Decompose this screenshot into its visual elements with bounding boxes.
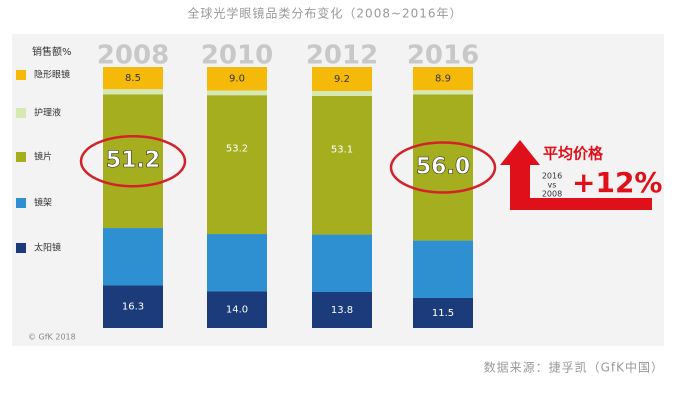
x-tick-label: 2010 bbox=[201, 41, 273, 71]
y-label: 销售额% bbox=[32, 45, 72, 58]
x-tick-label: 2016 bbox=[407, 41, 479, 71]
bar-segment bbox=[103, 228, 163, 286]
x-tick-label: 2008 bbox=[97, 41, 169, 71]
bar-segment bbox=[103, 94, 163, 229]
legend-swatch bbox=[16, 243, 26, 253]
value-label: 13.8 bbox=[331, 305, 353, 316]
value-label: 51.2 bbox=[106, 148, 160, 173]
value-label: 9.0 bbox=[229, 74, 245, 85]
annotation: 平均价格 bbox=[543, 145, 604, 163]
value-label: 16.3 bbox=[122, 302, 144, 313]
arrow bbox=[500, 140, 540, 210]
bar-segment bbox=[312, 91, 372, 96]
value-label: 53.1 bbox=[331, 144, 353, 155]
legend-label: 镜片 bbox=[34, 151, 52, 163]
bar-segment bbox=[413, 297, 473, 328]
legend-swatch bbox=[16, 108, 26, 118]
value-label: 53.2 bbox=[226, 144, 248, 155]
bar-segment bbox=[413, 67, 473, 91]
annotation: 2016 bbox=[542, 172, 562, 181]
price-arrow bbox=[500, 140, 652, 210]
legend-label: 太阳镜 bbox=[34, 242, 61, 254]
bar-segment bbox=[103, 89, 163, 95]
bar-segment bbox=[103, 285, 163, 328]
bar-segment bbox=[413, 90, 473, 95]
value-label: 14.0 bbox=[226, 305, 248, 316]
highlight-circle bbox=[389, 141, 497, 194]
bar-segment bbox=[312, 234, 372, 292]
legend-swatch bbox=[16, 198, 26, 208]
legend-swatch bbox=[16, 152, 26, 162]
bar-segment bbox=[413, 240, 473, 298]
value-label: 11.5 bbox=[432, 308, 454, 319]
highlight-circle bbox=[79, 134, 187, 188]
bar-segment bbox=[207, 291, 267, 328]
value-label: 8.9 bbox=[435, 74, 451, 85]
annotation: 2008 bbox=[542, 190, 562, 199]
bar-segment bbox=[207, 67, 267, 91]
legend-label: 隐形眼镜 bbox=[34, 69, 70, 81]
value-label: 8.5 bbox=[125, 73, 141, 84]
value-label: 9.2 bbox=[334, 74, 350, 85]
value-label: 56.0 bbox=[416, 154, 470, 179]
chart-title: 全球光学眼镜品类分布变化（2008~2016年） bbox=[187, 6, 462, 21]
bar-segment bbox=[413, 94, 473, 241]
legend-swatch bbox=[16, 70, 26, 80]
arrow-base bbox=[510, 198, 652, 210]
annotation: +12% bbox=[572, 166, 662, 199]
annotation: vs bbox=[548, 181, 557, 190]
bar-segment bbox=[103, 67, 163, 90]
legend-label: 镜架 bbox=[34, 197, 52, 209]
bar-segment bbox=[207, 234, 267, 292]
bar-segment bbox=[207, 90, 267, 96]
x-tick-label: 2012 bbox=[306, 41, 378, 71]
bar-segment bbox=[312, 67, 372, 92]
source: 数据来源：捷孚凯（GfK中国） bbox=[484, 360, 664, 375]
copyright: © GfK 2018 bbox=[28, 333, 76, 342]
bar-segment bbox=[312, 291, 372, 328]
bar-segment bbox=[207, 95, 267, 235]
legend-label: 护理液 bbox=[34, 107, 61, 119]
bar-segment bbox=[312, 95, 372, 235]
